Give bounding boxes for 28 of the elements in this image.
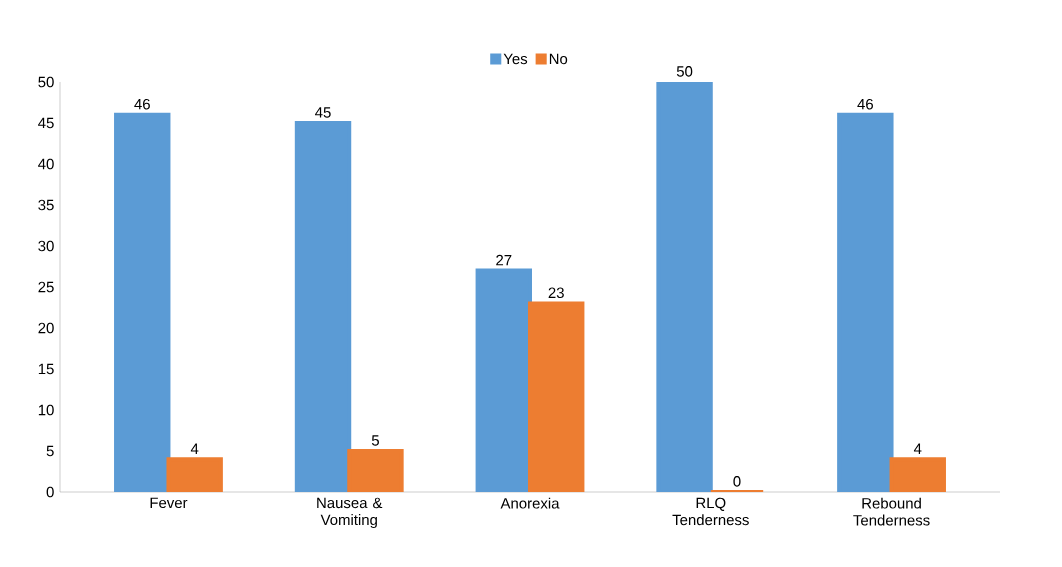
y-tick-label: 0 [46, 486, 54, 498]
x-tick-label: Anorexia [500, 497, 560, 509]
legend-label: Yes [503, 53, 528, 65]
y-tick-label: 10 [38, 404, 54, 416]
y-tick-label: 40 [38, 158, 54, 170]
data-label: 23 [548, 287, 564, 299]
data-label: 46 [857, 98, 873, 110]
data-label: 50 [676, 66, 693, 77]
y-tick-label: 45 [38, 117, 54, 129]
y-tick-label: 25 [38, 281, 54, 293]
x-tick-label: Rebound Tenderness [853, 497, 930, 526]
y-tick-label: 35 [38, 199, 54, 211]
data-label: 0 [733, 476, 741, 487]
y-tick-label: 50 [38, 76, 54, 88]
data-label: 45 [315, 107, 331, 118]
data-label: 5 [371, 435, 379, 446]
x-tick-label: Nausea & Vomiting [317, 497, 383, 529]
x-tick-label: Fever [150, 497, 188, 509]
data-label: 4 [913, 443, 922, 454]
y-tick-label: 5 [46, 445, 54, 457]
data-label: 4 [190, 443, 199, 454]
data-label: 46 [134, 98, 150, 110]
y-tick-label: 30 [38, 240, 54, 252]
data-label: 27 [496, 254, 512, 266]
legend-label: No [549, 53, 568, 65]
y-tick-label: 15 [38, 363, 54, 375]
x-tick-label: RLQ Tenderness [672, 497, 749, 526]
y-tick-label: 20 [38, 322, 54, 334]
